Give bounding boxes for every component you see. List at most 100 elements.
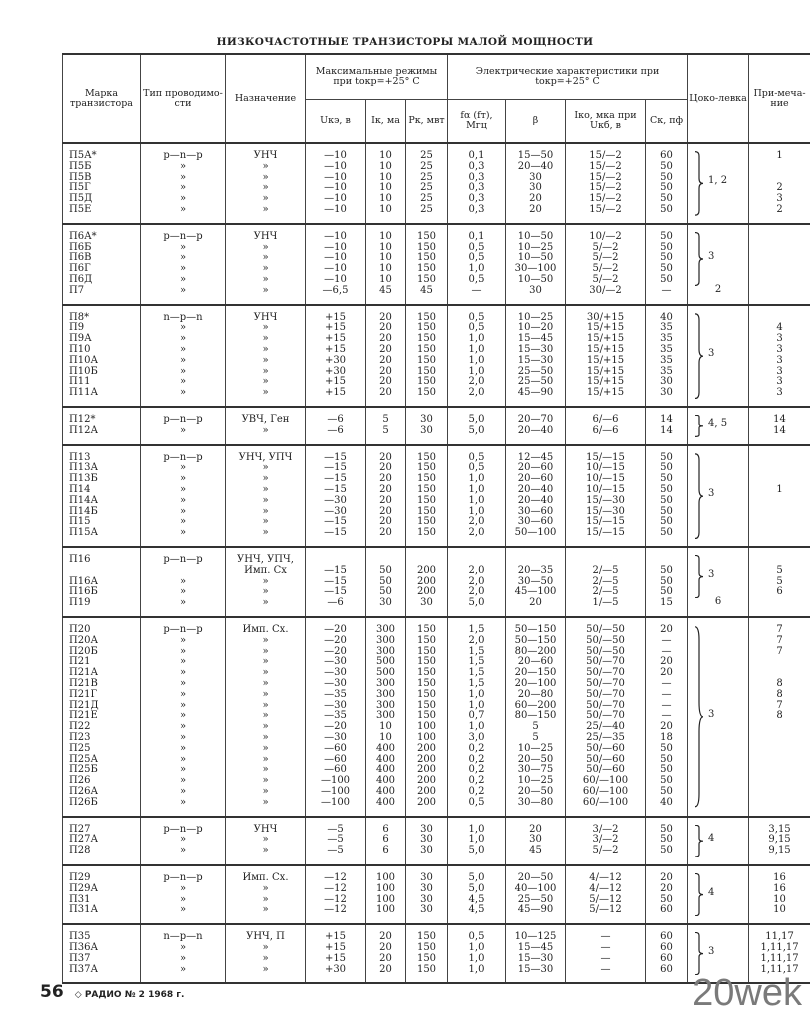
brace-icon <box>694 415 704 437</box>
transistor-group: 1, 2 П5А* p—n—p УНЧ —10 10 25 0,1 15—50 15/—2 60 1 П… <box>62 143 810 224</box>
cell-note: 6 <box>748 587 810 599</box>
cell-mark: П37 <box>62 953 141 965</box>
transistor-group: 4 П27 p—n—p УНЧ —5 6 30 1,0 20 3/—2 50 3,15 П27А»» —5… <box>62 816 810 865</box>
table-row: П5В»» —10 10 25 0,3 30 15/—2 50 <box>62 172 810 184</box>
table-row: П36А»» +15 20 150 1,0 15—45—60 1,11,17 <box>62 942 810 954</box>
transistor-group: 3 6 П16 p—n—p УНЧ, УПЧ, Имп. Сх —15 50 200 2,0 20… <box>62 546 810 617</box>
cell-f: 2,0 <box>447 635 506 647</box>
cell-p: 30 <box>405 883 448 895</box>
cell-ck: 50 <box>644 587 689 599</box>
cell-iko: 4/—12 <box>565 883 646 895</box>
table-row: П15А»» —15 20 150 2,0 50—100 15/—15 50 <box>62 527 810 539</box>
transistor-group: 3 П8* n—p—n УНЧ +15 20 150 0,5 10—25 30/+15 40 П9»»… <box>62 304 810 407</box>
cell-purpose: » <box>225 689 306 701</box>
cell-mark: П21Г <box>62 689 141 701</box>
table-row: П37А»» +30 20 150 1,0 15—30—60 1,11,17 <box>62 964 810 976</box>
cell-f: 1,0 <box>447 953 506 965</box>
cell-beta: 30 <box>505 285 566 297</box>
cell-purpose: » <box>225 495 306 507</box>
cell-ck: 30 <box>644 387 689 399</box>
base-value-row: 2 <box>714 283 722 295</box>
cell-purpose: » <box>225 285 306 297</box>
page-footer: 56 ◇ РАДИО № 2 1968 г. <box>40 982 184 1002</box>
table-row: П11А»» +15 20 150 2,0 45—90 15/+15 30 3 <box>62 387 810 399</box>
cell-ck: — <box>644 646 689 658</box>
brace-icon <box>694 232 704 286</box>
cell-ck: 60 <box>644 942 689 954</box>
table-row: П25А»» —60 400 200 0,2 20—50 50/—60 50 <box>62 754 810 766</box>
cell-u: +15 <box>305 953 366 965</box>
cell-i: 20 <box>365 495 406 507</box>
cell-note <box>748 657 810 669</box>
cell-type: p—n—p <box>140 231 226 243</box>
table-row: П31»» —12 100 30 4,5 25—50 5/—12 50 10 <box>62 894 810 906</box>
cell-ck: 50 <box>644 204 689 216</box>
cell-ck: 50 <box>644 263 689 275</box>
cell-ck: 50 <box>644 161 689 173</box>
brace-icon <box>694 625 704 809</box>
cell-type: p—n—p <box>140 554 226 577</box>
cell-mark: П11А <box>62 387 141 399</box>
cell-note <box>748 765 810 777</box>
watermark: 20wek <box>692 972 802 1014</box>
cell-beta: 30—80 <box>505 797 566 809</box>
cell-ck: 50 <box>644 743 689 755</box>
cell-ck: 20 <box>644 624 689 636</box>
cell-note: 9,15 <box>748 845 810 857</box>
cell-note <box>748 161 810 173</box>
cell-type: » <box>140 635 226 647</box>
table-row: П26»» —100 400 200 0,2 10—25 60/—100 50 <box>62 775 810 787</box>
table-row: П29 p—n—p Имп. Сх. —12 100 30 5,0 20—50 4/—12 20 1… <box>62 872 810 884</box>
cell-purpose: » <box>225 953 306 965</box>
header-ck: Cк, пф <box>644 99 689 143</box>
cell-purpose: » <box>225 597 306 609</box>
cell-type: » <box>140 495 226 507</box>
table-row: П16Б»» —15 50 200 2,0 45—100 2/—5 50 6 <box>62 587 810 599</box>
cell-ck: 50 <box>644 765 689 777</box>
cell-purpose: » <box>225 845 306 857</box>
cell-p: 200 <box>405 743 448 755</box>
table-row: П35 n—p—n УНЧ, П +15 20 150 0,5 10—125—60 11,17 <box>62 931 810 943</box>
cell-f: 2,0 <box>447 554 506 577</box>
cell-iko: 50/—50 <box>565 635 646 647</box>
table-row: П16 p—n—p УНЧ, УПЧ, Имп. Сх —15 50 200 2,0 20—3… <box>62 554 810 577</box>
header-base: Цоко-левка <box>687 53 750 143</box>
table-row: П21Г»» —35 300 150 1,0 20—80 50/—70—8 <box>62 689 810 701</box>
cell-note: 7 <box>748 646 810 658</box>
table-row: П16А»» —15 50 200 2,0 30—50 2/—5 50 5 <box>62 576 810 588</box>
cell-ck: 50 <box>644 835 689 847</box>
cell-iko: — <box>565 953 646 965</box>
transistor-group: 3 П13 p—n—p УНЧ, УПЧ —15 20 150 0,5 12—45 15/—15 5… <box>62 444 810 547</box>
cell-f: 5,0 <box>447 597 506 609</box>
cell-note: 5 <box>748 554 810 577</box>
cell-note <box>748 253 810 265</box>
transistor-group: 3 П35 n—p—n УНЧ, П +15 20 150 0,5 10—125—60 11,17… <box>62 924 810 984</box>
cell-ck: 14 <box>644 414 689 426</box>
table-row: П12А»» —6 5 30 5,0 20—40 6/—6 14 14 <box>62 425 810 437</box>
cell-note <box>748 517 810 529</box>
cell-ck: — <box>644 678 689 690</box>
cell-note <box>748 242 810 254</box>
cell-beta: 15—30 <box>505 355 566 367</box>
cell-mark: П25 <box>62 743 141 755</box>
cell-mark: П31А <box>62 905 141 917</box>
cell-p: 150 <box>405 495 448 507</box>
cell-base: 4, 5 <box>687 406 750 445</box>
cell-purpose: » <box>225 425 306 437</box>
cell-note: 8 <box>748 689 810 701</box>
cell-type: » <box>140 285 226 297</box>
cell-note: 3 <box>748 355 810 367</box>
page-title: НИЗКОЧАСТОТНЫЕ ТРАНЗИСТОРЫ МАЛОЙ МОЩНОСТ… <box>216 36 594 48</box>
cell-u: —6 <box>305 425 366 437</box>
cell-p: 30 <box>405 425 448 437</box>
cell-note <box>748 506 810 518</box>
cell-u: —15 <box>305 554 366 577</box>
cell-ck: 60 <box>644 953 689 965</box>
cell-note <box>748 776 810 787</box>
cell-note <box>748 231 810 243</box>
cell-f: 0,2 <box>447 743 506 755</box>
cell-beta: 50—150 <box>505 635 566 647</box>
cell-ck: 18 <box>644 732 689 744</box>
table-row: П15»» —15 20 150 2,0 30—60 15/—15 50 <box>62 517 810 529</box>
